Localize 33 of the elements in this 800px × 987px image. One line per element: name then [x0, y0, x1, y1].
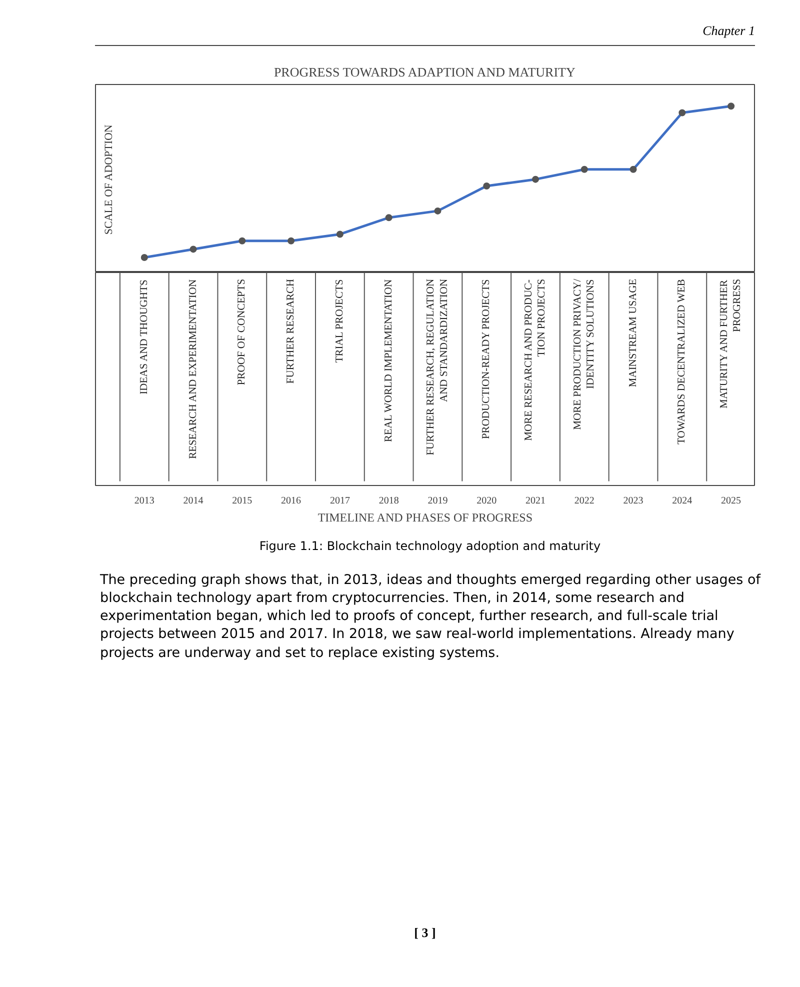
x-tick-label: 2015: [232, 495, 252, 506]
x-tick-label: 2017: [330, 495, 350, 506]
chart-title: PROGRESS TOWARDS ADAPTION AND MATURITY: [274, 64, 576, 80]
text: TRIAL PROJECTS: [334, 278, 346, 362]
text: MORE PRODUCTION PRIVACY/ IDENTITY SOLUTIONS: [572, 278, 596, 430]
x-tick-label: 2014: [183, 495, 204, 506]
x-tick-label: 2013: [134, 495, 154, 506]
x-tick-label: 2020: [476, 495, 497, 506]
text: FURTHER RESEARCH: [286, 278, 297, 384]
text: RESEARCH AND EXPERIMENTATION: [188, 278, 199, 458]
x-tick-label: 2023: [623, 495, 644, 506]
x-tick-label: 2024: [672, 495, 692, 506]
x-tick-label: 2019: [428, 495, 448, 506]
text: IDEAS AND THOUGHTS: [138, 279, 150, 394]
y-axis-title: SCALE OF ADOPTION: [103, 124, 116, 234]
x-tick-label: 2021: [526, 495, 546, 506]
x-tick-label: 2018: [378, 495, 399, 506]
text: The preceding graph shows that, in 2013, ideas and thoughts emerged regarding other usages of blockchain technology apart from cryptocurrencies. Then, in 2014, some research and experimentation began, which led to proofs of concept, further research, and full-scale trial projects between 2015 and 2017. In 2018, we saw real-world implementations. Already many projects are underway and set to replace existing systems.: [100, 570, 762, 662]
text: MORE RESEARCH AND PRODUC- TION PROJECTS: [523, 278, 548, 440]
text: Chapter 1: [702, 22, 755, 40]
text: PROOF OF CONCEPTS: [236, 278, 248, 385]
x-tick-label: 2022: [574, 495, 594, 506]
x-axis-title: TIMELINE AND PHASES OF PROGRESS: [318, 510, 533, 524]
text: MAINSTREAM USAGE: [628, 278, 639, 387]
text: PRODUCTION-READY PROJECTS: [481, 278, 492, 439]
text: FURTHER RESEARCH, REGULATION AND STANDARDIZATION: [426, 278, 450, 455]
caption: Figure 1.1: Blockchain technology adoption and maturity: [259, 538, 601, 555]
text: [ 3 ]: [414, 924, 436, 942]
x-tick-label: 2025: [721, 495, 742, 506]
text: MATURITY AND FURTHER PROGRESS: [718, 278, 744, 408]
text: TOWARDS DECENTRALIZED WEB: [676, 278, 688, 444]
x-tick-label: 2016: [281, 495, 302, 506]
text: REAL WORLD IMPLEMENTATION: [383, 278, 394, 442]
